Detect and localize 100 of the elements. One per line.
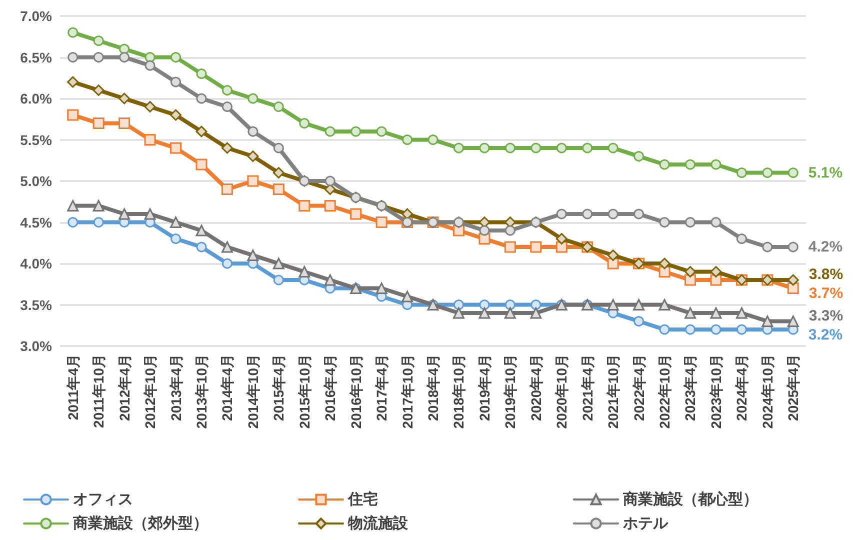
point bbox=[736, 324, 747, 335]
point bbox=[68, 217, 78, 228]
point bbox=[736, 168, 747, 178]
data-label: 5.1% bbox=[808, 164, 843, 182]
point bbox=[634, 151, 644, 162]
x-tick-label: 2019年10月 bbox=[502, 354, 518, 429]
point bbox=[93, 36, 104, 46]
point bbox=[196, 224, 208, 236]
point bbox=[324, 126, 336, 137]
point bbox=[479, 300, 490, 310]
y-tick-label: 4.0% bbox=[20, 256, 53, 272]
y-tick-label: 3.0% bbox=[20, 338, 53, 354]
x-tick-label: 2012年10月 bbox=[142, 354, 158, 429]
y-tick-label: 6.0% bbox=[20, 90, 53, 106]
point bbox=[170, 216, 182, 228]
x-tick-label: 2017年10月 bbox=[399, 354, 416, 429]
point bbox=[68, 27, 78, 38]
x-tick-label: 2024年10月 bbox=[759, 354, 776, 429]
point bbox=[221, 241, 233, 253]
point bbox=[582, 208, 593, 220]
point bbox=[556, 233, 568, 244]
point bbox=[196, 158, 208, 170]
x-tick-label: 2013年10月 bbox=[193, 354, 210, 429]
point bbox=[144, 101, 156, 112]
y-tick-label: 5.0% bbox=[20, 173, 53, 189]
point bbox=[221, 184, 233, 195]
legend-label: 商業施設（都心型） bbox=[622, 490, 758, 508]
point bbox=[530, 307, 542, 319]
x-tick-label: 2018年10月 bbox=[450, 354, 467, 429]
point bbox=[710, 274, 722, 286]
point bbox=[453, 300, 464, 310]
data-label: 4.2% bbox=[808, 238, 843, 256]
point bbox=[248, 126, 258, 137]
point bbox=[67, 109, 79, 121]
x-tick-label: 2011年4月 bbox=[64, 354, 81, 420]
point bbox=[92, 200, 104, 212]
y-tick-label: 6.5% bbox=[20, 49, 53, 66]
x-tick-label: 2015年4月 bbox=[270, 354, 287, 421]
point bbox=[478, 307, 490, 319]
y-tick-label: 3.5% bbox=[20, 296, 53, 313]
point bbox=[428, 134, 438, 145]
point bbox=[402, 290, 414, 302]
point bbox=[684, 307, 696, 319]
legend-label: 商業施設（郊外型） bbox=[72, 514, 208, 532]
point bbox=[788, 242, 798, 252]
point bbox=[222, 102, 232, 112]
point bbox=[93, 217, 104, 228]
point bbox=[170, 142, 182, 154]
x-tick-label: 2023年10月 bbox=[708, 354, 724, 429]
point bbox=[556, 142, 567, 154]
point bbox=[92, 84, 104, 96]
x-tick-label: 2012年4月 bbox=[116, 354, 132, 421]
x-tick-label: 2020年10月 bbox=[554, 354, 570, 429]
point bbox=[607, 258, 619, 270]
point bbox=[272, 184, 284, 195]
point bbox=[504, 225, 516, 236]
point bbox=[144, 52, 156, 62]
point bbox=[685, 324, 696, 335]
point bbox=[273, 274, 284, 286]
point bbox=[530, 142, 542, 154]
point bbox=[608, 208, 618, 220]
x-tick-label: 2019年4月 bbox=[476, 354, 492, 421]
point bbox=[350, 126, 362, 137]
point bbox=[762, 242, 773, 252]
point bbox=[118, 118, 130, 129]
point bbox=[607, 299, 619, 310]
point bbox=[504, 307, 516, 319]
point bbox=[272, 258, 284, 270]
point bbox=[273, 142, 284, 154]
point bbox=[298, 266, 310, 278]
x-tick-label: 2021年4月 bbox=[579, 354, 596, 421]
point bbox=[787, 282, 799, 294]
point bbox=[67, 76, 79, 88]
point bbox=[659, 324, 670, 335]
point bbox=[196, 126, 208, 138]
x-tick-label: 2017年4月 bbox=[374, 354, 390, 421]
x-tick-label: 2011年10月 bbox=[90, 354, 107, 428]
y-tick-label: 5.5% bbox=[20, 132, 53, 148]
point bbox=[272, 167, 284, 178]
point bbox=[659, 159, 670, 170]
point bbox=[170, 109, 182, 121]
x-tick-label: 2014年4月 bbox=[219, 354, 236, 421]
point bbox=[324, 274, 336, 286]
point bbox=[299, 118, 310, 128]
point bbox=[402, 134, 413, 145]
point bbox=[633, 299, 645, 310]
point bbox=[684, 266, 696, 278]
x-tick-label: 2023年4月 bbox=[682, 354, 698, 421]
point bbox=[479, 142, 490, 154]
point bbox=[247, 250, 259, 261]
point bbox=[222, 85, 232, 96]
point bbox=[119, 44, 130, 54]
point bbox=[658, 299, 670, 310]
point bbox=[530, 300, 542, 310]
x-tick-label: 2015年10月 bbox=[296, 354, 312, 429]
point bbox=[222, 258, 232, 269]
point bbox=[788, 168, 798, 178]
point bbox=[247, 150, 259, 162]
x-tick-label: 2022年4月 bbox=[630, 354, 647, 421]
point bbox=[530, 241, 542, 253]
